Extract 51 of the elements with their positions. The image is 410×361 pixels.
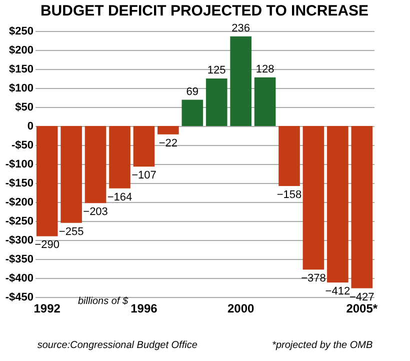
- data-label: −158: [276, 189, 302, 202]
- bar: [158, 126, 179, 134]
- bar: [109, 126, 130, 188]
- y-tick-label: -$50: [11, 140, 34, 152]
- data-label: −412: [325, 286, 350, 298]
- bar: [327, 126, 348, 283]
- data-label: −378: [301, 272, 326, 285]
- y-tick-label: -$300: [5, 234, 34, 246]
- data-label: 236: [232, 22, 250, 34]
- bar: [84, 126, 106, 204]
- bar: [254, 77, 276, 126]
- data-label: 125: [207, 64, 226, 76]
- y-tick-label: -$250: [5, 216, 34, 228]
- data-label: −164: [107, 191, 132, 204]
- annotation: billions of $: [78, 296, 128, 307]
- x-tick-label: 2000: [227, 302, 254, 316]
- y-tick-label: -$450: [5, 292, 34, 304]
- y-tick-label: $250: [9, 26, 34, 38]
- y-tick-label: -$350: [5, 254, 34, 266]
- data-label: −107: [132, 170, 156, 182]
- source-note: source:Congressional Budget Office: [37, 340, 198, 351]
- y-tick-label: -$100: [5, 158, 34, 170]
- text: *projected by the OMB: [272, 340, 373, 351]
- x-tick-label: 1996: [130, 302, 158, 316]
- bar: [133, 126, 155, 167]
- data-label: 128: [256, 63, 274, 76]
- data-label: −255: [58, 226, 84, 238]
- bar: [278, 126, 300, 186]
- data-label: −22: [158, 137, 178, 150]
- y-tick-label: $150: [9, 64, 34, 76]
- x-tick-label: 2005*: [346, 302, 378, 316]
- data-label: −427: [350, 291, 374, 304]
- data-label: −203: [83, 206, 108, 218]
- y-tick-label: -$400: [5, 272, 34, 284]
- bar: [182, 100, 204, 126]
- bar: [36, 126, 58, 236]
- chart-title: BUDGET DEFICIT PROJECTED TO INCREASE: [40, 2, 369, 20]
- bar: [351, 126, 373, 288]
- bar: [230, 36, 252, 126]
- y-tick-label: -$150: [5, 178, 34, 190]
- y-tick-label: $50: [15, 102, 34, 114]
- x-tick-label: 1992: [34, 302, 61, 316]
- y-tick-label: $100: [9, 82, 34, 94]
- y-tick-label: $200: [9, 44, 34, 56]
- y-tick-label: -$200: [5, 196, 34, 208]
- y-tick-label: 0: [27, 120, 34, 132]
- data-label: 69: [186, 86, 199, 98]
- data-label: −290: [34, 239, 60, 252]
- bar: [206, 78, 228, 126]
- bar: [60, 126, 82, 223]
- bar: [302, 126, 324, 270]
